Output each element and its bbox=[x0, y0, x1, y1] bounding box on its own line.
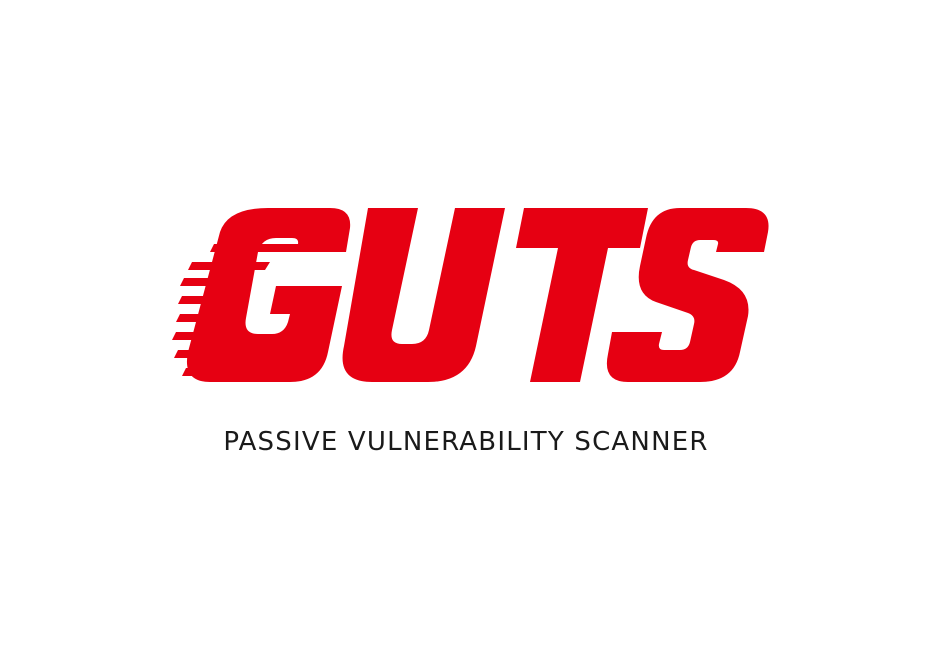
logo-tagline: PASSIVE VULNERABILITY SCANNER bbox=[223, 427, 709, 457]
letter-t bbox=[516, 208, 648, 382]
letter-u bbox=[342, 208, 505, 382]
letter-g bbox=[186, 208, 351, 382]
letter-s bbox=[606, 208, 769, 382]
guts-wordmark bbox=[172, 208, 769, 382]
